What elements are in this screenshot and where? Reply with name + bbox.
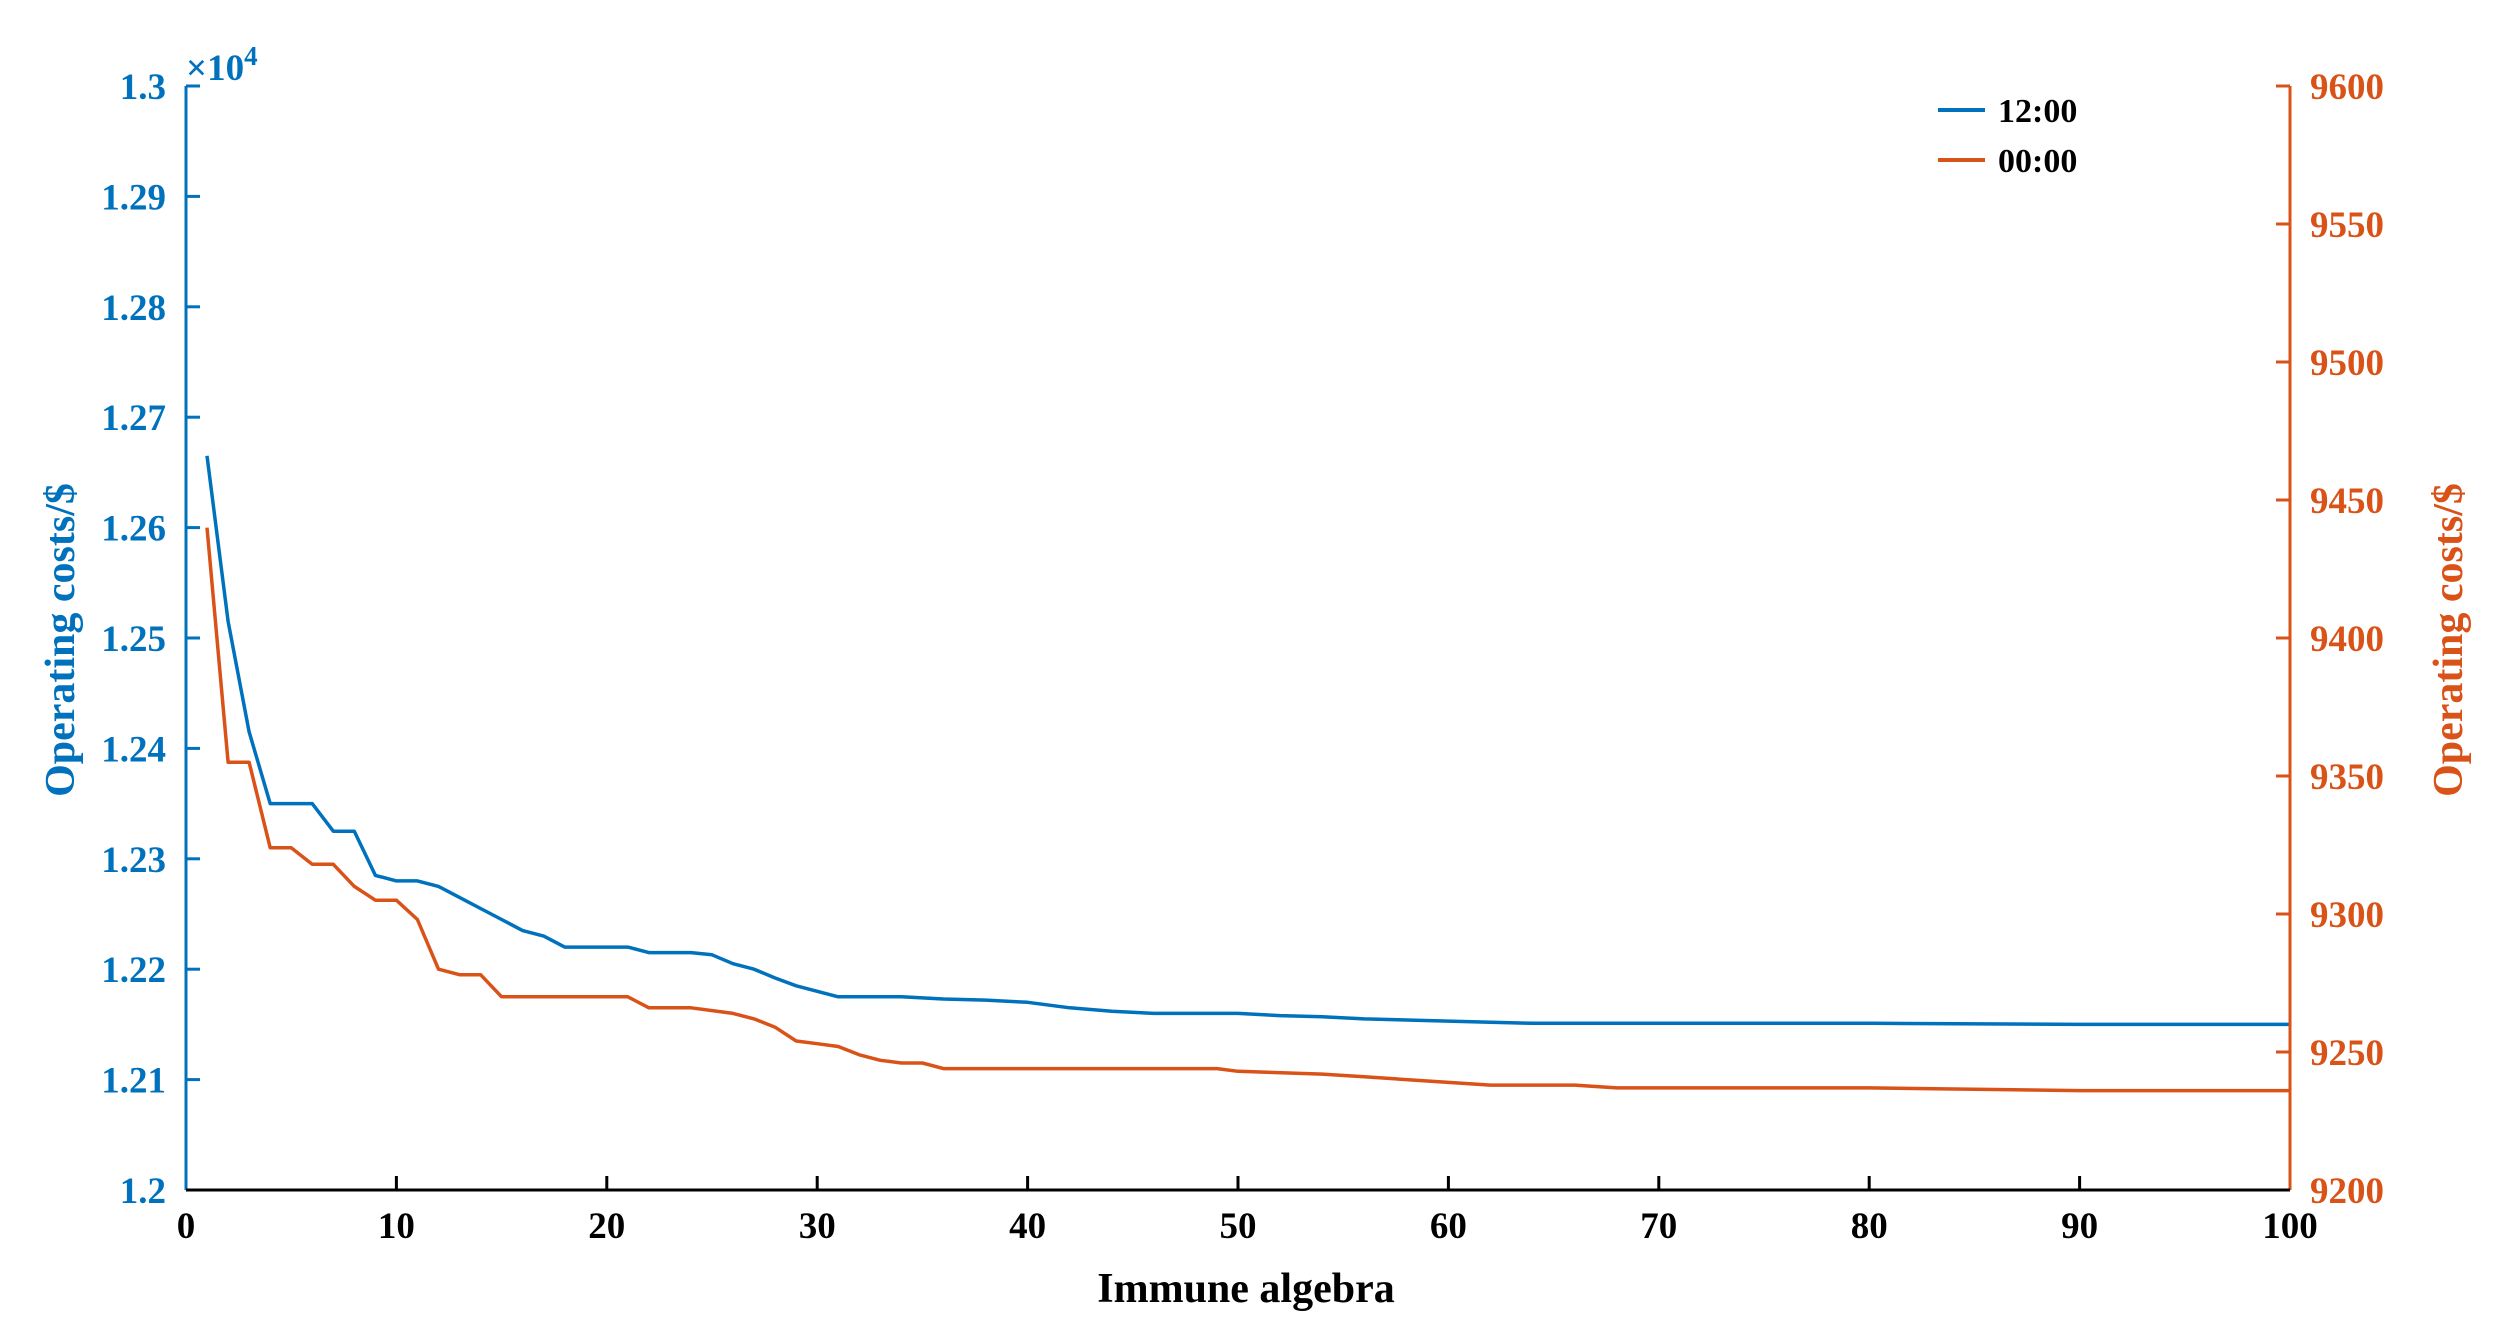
legend-label-00-00: 00:00 — [1998, 143, 2077, 180]
x-axis-label: Immune algebra — [1097, 1266, 1395, 1312]
series-lines — [205, 455, 2290, 1093]
left-axis-ticks: 1.2 1.21 1.22 1.23 1.24 1.25 1.26 1.27 1.28 1.29 1… — [101, 67, 200, 1212]
x-tick-label: 40 — [1009, 1206, 1046, 1247]
x-tick-label: 50 — [1220, 1206, 1257, 1247]
legend: 12:00 00:00 — [1938, 93, 2077, 180]
x-axis-ticks: 0 10 20 30 40 50 60 70 80 90 100 — [177, 1176, 2318, 1247]
right-tick-label: 9300 — [2310, 895, 2384, 936]
x-tick-label: 0 — [177, 1206, 196, 1247]
x-tick-label: 100 — [2262, 1206, 2318, 1247]
left-tick-label: 1.26 — [101, 509, 166, 550]
series-line-00-00 — [205, 527, 2290, 1093]
left-axis-exponent: ×104 — [186, 41, 258, 89]
left-tick-label: 1.2 — [120, 1171, 166, 1212]
left-tick-label: 1.22 — [101, 950, 166, 991]
right-axis-label: Operating costs/$ — [2426, 483, 2472, 797]
series-line-12-00 — [205, 455, 2290, 1027]
right-tick-label: 9600 — [2310, 67, 2384, 108]
right-axis-ticks: 9200 9250 9300 9350 9400 9450 9500 9550 9600 — [2276, 67, 2384, 1212]
right-tick-label: 9350 — [2310, 757, 2384, 798]
left-tick-label: 1.25 — [101, 619, 166, 660]
x-tick-label: 30 — [799, 1206, 836, 1247]
right-tick-label: 9500 — [2310, 343, 2384, 384]
left-tick-label: 1.24 — [101, 729, 166, 770]
x-tick-label: 80 — [1851, 1206, 1888, 1247]
left-tick-label: 1.23 — [101, 840, 166, 881]
right-tick-label: 9200 — [2310, 1171, 2384, 1212]
x-tick-label: 70 — [1640, 1206, 1677, 1247]
x-tick-label: 20 — [588, 1206, 625, 1247]
right-tick-label: 9550 — [2310, 205, 2384, 246]
x-tick-label: 10 — [378, 1206, 415, 1247]
left-tick-label: 1.29 — [101, 177, 166, 218]
legend-label-12-00: 12:00 — [1998, 93, 2077, 130]
right-tick-label: 9250 — [2310, 1033, 2384, 1074]
left-tick-label: 1.27 — [101, 398, 166, 439]
left-tick-label: 1.3 — [120, 67, 166, 108]
left-axis-label: Operating costs/$ — [38, 483, 84, 797]
left-tick-label: 1.28 — [101, 288, 166, 329]
right-tick-label: 9400 — [2310, 619, 2384, 660]
left-tick-label: 1.21 — [101, 1061, 166, 1102]
x-tick-label: 60 — [1430, 1206, 1467, 1247]
x-tick-label: 90 — [2061, 1206, 2098, 1247]
right-tick-label: 9450 — [2310, 481, 2384, 522]
